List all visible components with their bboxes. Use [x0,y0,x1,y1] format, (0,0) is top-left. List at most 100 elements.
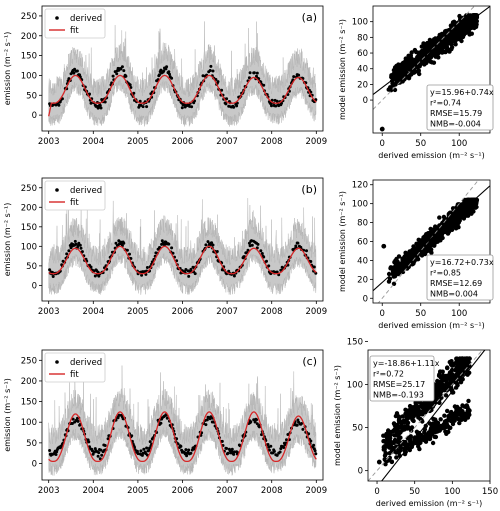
derived-point [103,100,107,104]
scatter-point [416,404,421,410]
scatter-point [436,50,442,55]
y-axis-label: emission (m⁻² s⁻¹) [3,378,12,452]
derived-point [124,74,128,78]
scatter-point [384,438,390,444]
scatter-point [453,373,458,379]
x-tick-label: 2009 [305,486,327,496]
derived-point [256,242,260,246]
timeseries-panel: 2003 2004 2005 2006 2007 2008 2009 0 50 100 150 200… [3,5,327,147]
scatter-area [373,6,490,132]
scatter-point [433,434,439,440]
scatter-point [397,270,402,275]
scatter-point [426,231,431,236]
derived-point [111,74,115,78]
derived-point [224,102,228,106]
derived-point [312,265,316,269]
scatter-point [379,126,385,132]
derived-point [145,446,149,450]
scatter-point [391,274,396,279]
y-tick-label: 0 [363,294,368,304]
scatter-point [465,213,471,218]
derived-point [312,443,316,447]
y-tick-label: 100 [347,380,363,390]
derived-point [255,74,258,78]
scatter-point [430,230,435,236]
scatter-point [395,439,400,445]
derived-point [232,274,236,278]
derived-point [189,451,193,455]
y-tick-label: 20 [357,80,368,90]
derived-point [145,266,149,269]
legend-derived-marker [55,16,59,20]
derived-point [270,104,273,108]
scatter-point [417,446,422,452]
stats-line: NMB=-0.004 [430,120,481,129]
scatter-point [460,359,465,365]
derived-point [314,452,318,456]
scatter-point [389,459,395,465]
scatter-point [459,205,465,211]
scatter-point [467,32,472,37]
scatter-point [393,70,398,76]
scatter-point [412,435,418,440]
scatter-point [385,430,390,436]
stats-box-frame [426,84,494,131]
derived-point [116,416,120,420]
derived-point [160,239,164,243]
scatter-point [445,231,451,236]
scatter-point [422,430,427,435]
scatter-point [454,385,459,390]
scatter-point [455,404,460,410]
scatter-point [427,37,433,43]
scatter-point [454,380,459,385]
scatter-point [463,30,469,35]
scatter-point [403,56,408,61]
derived-point [75,69,79,73]
scatter-point [441,214,447,220]
scatter-point [394,433,400,438]
scatter-point [444,380,450,385]
derived-point [138,99,142,103]
y-tick-label: 20 [357,275,368,285]
scatter-point [409,50,414,55]
derived-point [76,419,80,423]
scatter-point [409,428,414,433]
axes-frame [372,5,491,134]
panel-label: (b) [301,183,317,196]
scatter-point [466,24,472,29]
derived-point [147,449,151,452]
derived-point [296,418,300,422]
scatter-point [418,62,423,67]
scatter-point [428,426,434,431]
derived-point [286,433,290,436]
x-tick-label: 50 [409,487,420,497]
derived-point [128,252,131,256]
derived-point [267,264,271,268]
derived-point [220,88,224,92]
scatter-point [381,243,387,249]
derived-point [189,267,193,271]
derived-point [93,274,97,278]
scatter-point [423,400,428,405]
scatter-point [467,408,472,413]
x-tick-label: 2005 [127,307,149,317]
y-axis-label: model emission (m⁻² s⁻¹) [333,365,342,466]
derived-point [99,448,103,452]
scatter-point [384,435,390,440]
derived-point [89,101,93,105]
derived-point [270,98,274,102]
derived-point [57,103,61,107]
derived-point [179,444,183,448]
derived-point [128,83,132,87]
scatter-point [385,444,390,449]
scatter-point [471,20,476,25]
scatter-point [436,373,442,378]
x-tick-label: 2009 [305,137,327,147]
y-axis-label: emission (m⁻² s⁻¹) [3,203,12,277]
scatter-point [452,418,457,423]
derived-point [204,423,208,427]
scatter-point [446,413,451,419]
y-tick-label: 50 [26,91,37,101]
y-tick-label: 150 [21,398,37,408]
scatter-point [457,364,463,370]
